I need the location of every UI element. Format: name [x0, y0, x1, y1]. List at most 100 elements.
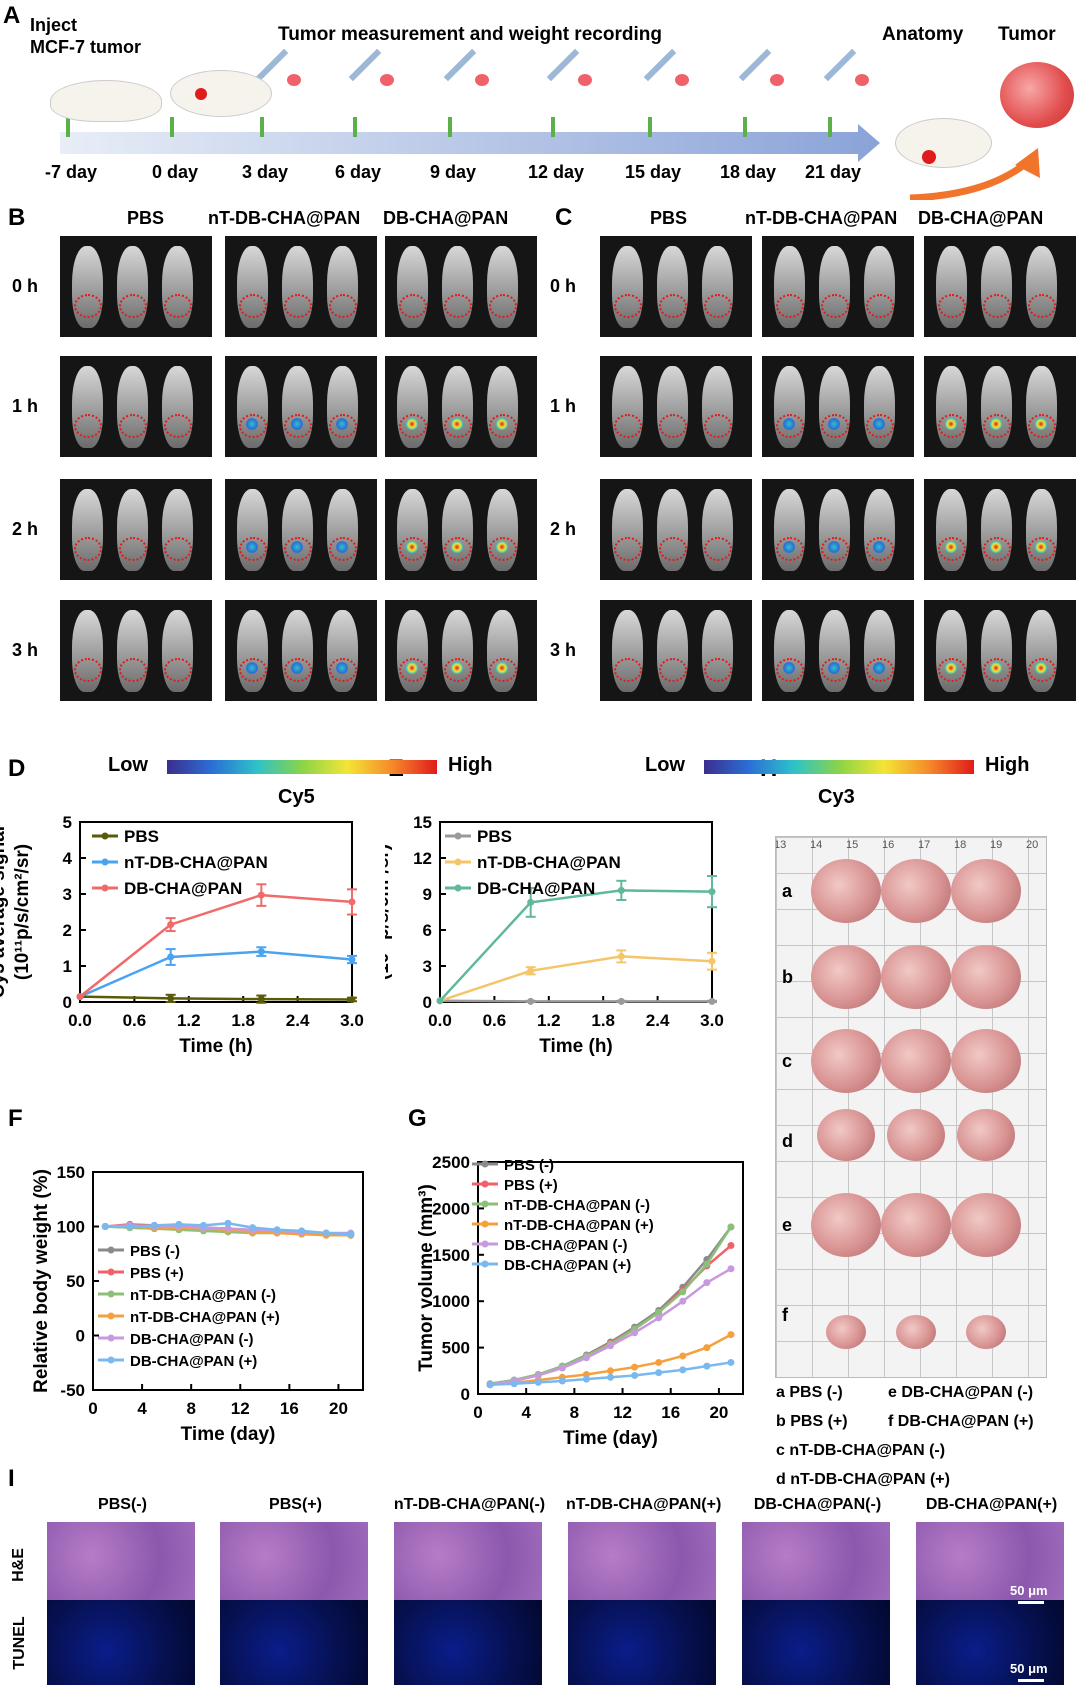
ruler-tick-label: 13: [775, 839, 787, 851]
tunel-stain-image: [742, 1600, 890, 1685]
fluorescence-spot: [291, 541, 303, 553]
legend-label: DB-CHA@PAN (+): [130, 1353, 257, 1370]
data-point: [199, 1221, 207, 1229]
imaging-tile: [600, 479, 752, 580]
measurement-title: Tumor measurement and weight recording: [278, 24, 662, 45]
data-point: [527, 997, 535, 1005]
data-point: [727, 1242, 735, 1250]
tumor-specimen: [887, 1109, 945, 1161]
data-point: [617, 997, 625, 1005]
ruler-tick-label: 19: [990, 839, 1003, 851]
scalebar: [1018, 1601, 1044, 1604]
data-point: [703, 1260, 711, 1268]
he-stain-image: [394, 1522, 542, 1607]
imaging-tile: [762, 479, 914, 580]
tumor-specimen: [951, 1193, 1021, 1257]
legend-label: nT-DB-CHA@PAN (+): [130, 1309, 280, 1326]
data-point: [273, 1226, 281, 1234]
he-stain-image: [916, 1522, 1064, 1607]
tumor-specimen: [951, 945, 1021, 1009]
data-point: [486, 1381, 494, 1389]
tunel-stain-image: [568, 1600, 716, 1685]
tumor-specimen: [826, 1315, 866, 1349]
timeline-day-label: 15 day: [624, 162, 682, 182]
data-point: [348, 898, 356, 906]
imaging-tile: [60, 356, 212, 457]
y-tick-label: 12: [413, 849, 432, 868]
imaging-tile: [924, 236, 1076, 337]
y-tick-label: 5: [63, 813, 72, 832]
x-tick-label: 0.6: [123, 1011, 147, 1030]
y-tick-label: -50: [60, 1381, 85, 1400]
x-tick-label: 20: [329, 1399, 348, 1418]
inject-label: Inject MCF-7 tumor: [30, 15, 141, 57]
series-line: [439, 889, 713, 1002]
timeline-day-label: 18 day: [719, 162, 777, 182]
x-tick-label: 3.0: [700, 1011, 724, 1030]
legend-marker: [107, 1356, 115, 1364]
legend-label: PBS (+): [504, 1177, 558, 1194]
legend-marker: [481, 1260, 489, 1268]
data-point: [617, 886, 625, 894]
fluorescence-spot: [945, 662, 957, 674]
chart-d: 0.0 0.6 1.2 1.8 2.4 3.0 0 1 2 3 4 5 Time (h) Cy5 aver…: [0, 813, 364, 1057]
histology-column-header: DB-CHA@PAN(-): [753, 1496, 882, 1513]
tumor-roi: [704, 658, 732, 682]
imaging-tile: [225, 236, 377, 337]
tumor-roi: [284, 294, 312, 318]
timeline-day-label: 3 day: [241, 162, 289, 182]
tumor-roi: [119, 658, 147, 682]
mouse-illustration: [50, 80, 162, 122]
data-point: [527, 898, 535, 906]
tumor-roi: [821, 294, 849, 318]
x-tick-label: 8: [570, 1403, 579, 1422]
legend-marker: [481, 1220, 489, 1228]
fluorescence-spot: [496, 662, 508, 674]
tumor-roi: [659, 414, 687, 438]
data-point: [631, 1371, 639, 1379]
fluorescence-spot: [246, 541, 258, 553]
x-tick-label: 3.0: [340, 1011, 364, 1030]
x-tick-label: 0: [473, 1403, 482, 1422]
y-tick-label: 2: [63, 921, 72, 940]
y-tick-label: 0: [423, 993, 432, 1012]
imaging-tile: [600, 356, 752, 457]
row-letter: e: [782, 1215, 793, 1235]
tumor-specimen: [881, 1193, 951, 1257]
tumor-photo: 13 14 15 16 17 18 19 20 a b c d e f: [775, 836, 1047, 1378]
time-label: 2 h: [550, 519, 577, 539]
time-label: 3 h: [12, 640, 39, 660]
legend-label: PBS (-): [504, 1157, 554, 1174]
data-point: [249, 1224, 257, 1232]
data-point: [655, 1314, 663, 1322]
data-point: [708, 997, 716, 1005]
data-point: [679, 1366, 687, 1374]
series-line: [439, 999, 712, 1003]
scalebar: [1018, 1679, 1044, 1682]
photo-legend-item: f DB-CHA@PAN (+): [888, 1413, 1034, 1430]
imaging-tile: [60, 479, 212, 580]
x-tick-label: 1.2: [177, 1011, 201, 1030]
timeline-day-label: 9 day: [429, 162, 477, 182]
tumor-roi: [776, 537, 804, 561]
tumor-roi: [164, 414, 192, 438]
data-point: [558, 1377, 566, 1385]
data-point: [708, 888, 716, 896]
tumor-roi: [489, 414, 517, 438]
data-point: [175, 1220, 183, 1228]
fluorescence-spot: [828, 662, 840, 674]
legend-marker: [107, 1290, 115, 1298]
colorbar: [167, 760, 437, 774]
histology-column-header: PBS(+): [269, 1496, 322, 1513]
colorbar: [704, 760, 974, 774]
data-point: [298, 1227, 306, 1235]
x-tick-label: 4: [521, 1403, 531, 1422]
ruler-tick-label: 15: [846, 839, 859, 851]
tumor-roi: [938, 658, 966, 682]
legend-label: DB-CHA@PAN (+): [504, 1257, 631, 1274]
tumor-roi: [74, 414, 102, 438]
y-tick-label: 100: [57, 1218, 85, 1237]
y-tick-label: 500: [442, 1339, 470, 1358]
y-axis-label: (10¹¹p/s/cm²/sr): [385, 844, 393, 980]
